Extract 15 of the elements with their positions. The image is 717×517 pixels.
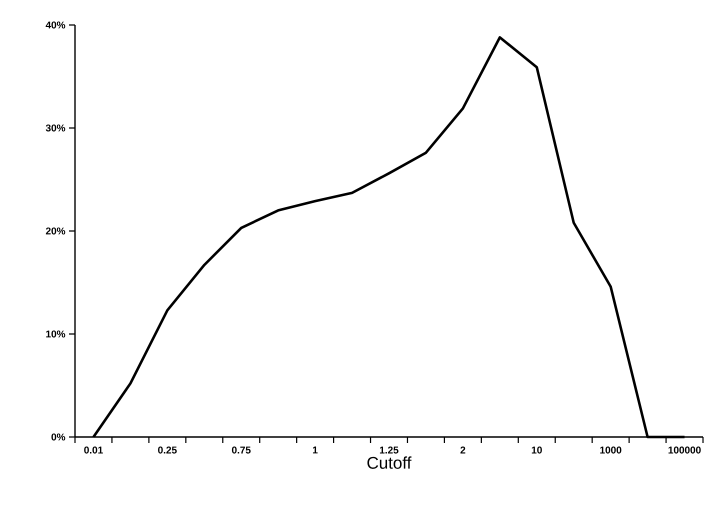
- x-tick-label: 0.75: [232, 446, 251, 454]
- x-tick-label: 1.25: [380, 446, 398, 454]
- y-tick-label: 30%: [46, 124, 66, 132]
- x-tick-label: 2: [460, 446, 466, 454]
- y-tick-label: 10%: [46, 330, 66, 338]
- x-tick-label: 10: [532, 446, 542, 454]
- x-tick-label: 0.25: [158, 446, 177, 454]
- y-tick-label: 0%: [51, 433, 66, 441]
- x-tick-label: 1: [312, 446, 318, 454]
- y-tick-label: 40%: [46, 21, 66, 29]
- x-tick-label: 100000: [668, 446, 701, 454]
- x-tick-label: 0.01: [84, 446, 103, 454]
- x-tick-label: 1000: [600, 446, 622, 454]
- y-tick-label: 20%: [46, 227, 66, 235]
- x-axis-title: Cutoff: [367, 456, 412, 469]
